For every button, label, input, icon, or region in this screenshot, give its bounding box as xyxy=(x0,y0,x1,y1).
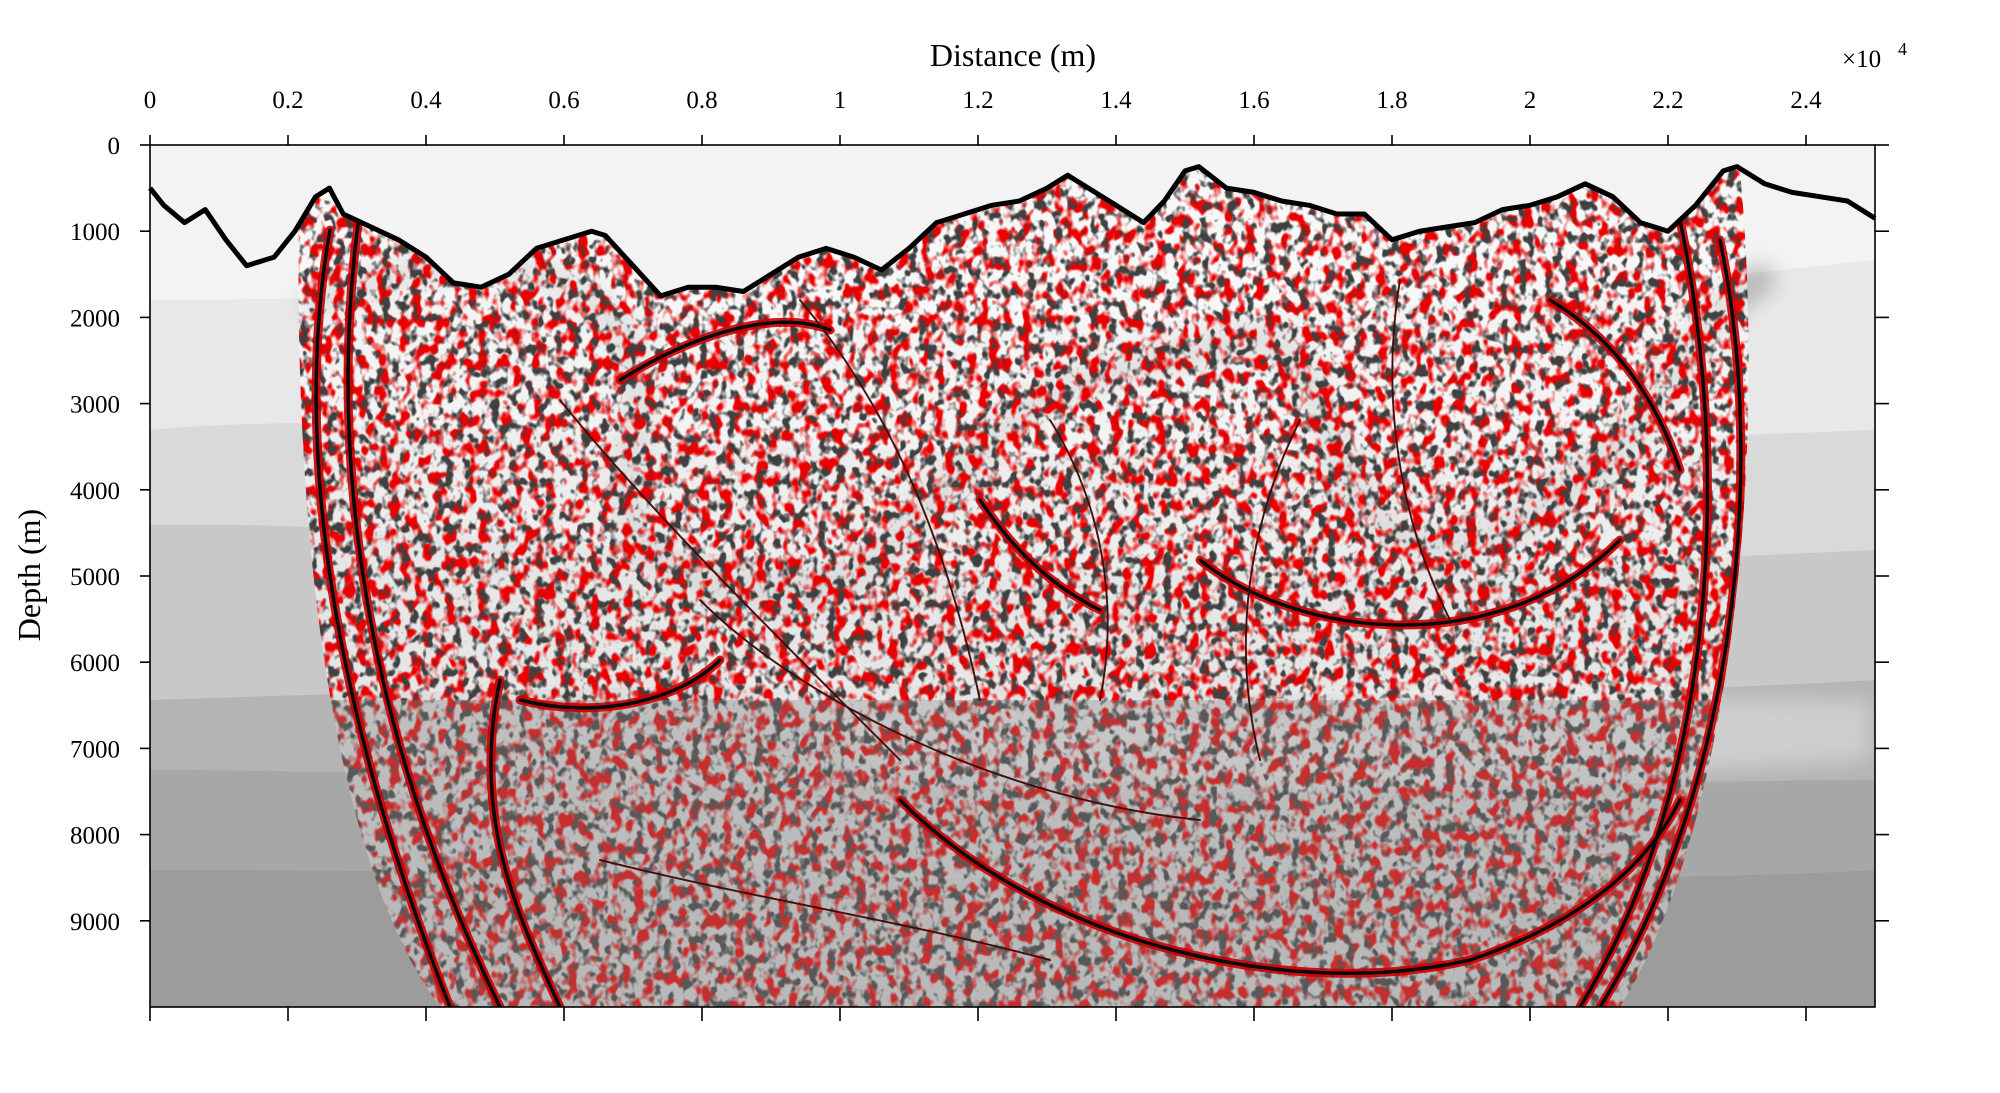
y-tick-label: 2000 xyxy=(70,305,120,332)
reflector-arcs xyxy=(311,205,1746,1007)
x-tick-label: 0.8 xyxy=(686,87,717,114)
y-axis-title: Depth (m) xyxy=(11,509,47,641)
y-tick-label: 8000 xyxy=(70,823,120,850)
y-tick-label: 4000 xyxy=(70,478,120,505)
x-tick-label: 0.2 xyxy=(272,87,303,114)
x-exponent-power: 4 xyxy=(1898,39,1907,59)
y-tick-label: 3000 xyxy=(70,392,120,419)
migrated-image xyxy=(298,170,1749,1007)
x-tick-label: 2 xyxy=(1524,87,1537,114)
y-tick-label: 5000 xyxy=(70,564,120,591)
x-tick-label: 1.8 xyxy=(1376,87,1407,114)
y-tick-label: 6000 xyxy=(70,650,120,677)
x-tick-label: 1.6 xyxy=(1238,87,1269,114)
y-tick-label: 7000 xyxy=(70,736,120,763)
x-tick-label: 0.6 xyxy=(548,87,579,114)
surface-topography-line xyxy=(148,164,1877,299)
x-axis-title: Distance (m) xyxy=(930,37,1096,73)
x-exponent-label: ×10 xyxy=(1842,46,1881,73)
x-tick-label: 0.4 xyxy=(410,87,442,114)
y-tick-label: 9000 xyxy=(70,909,120,936)
x-tick-label: 1.4 xyxy=(1100,87,1132,114)
x-tick-label: 1 xyxy=(834,87,847,114)
x-tick-label: 0 xyxy=(144,87,157,114)
y-tick-label: 1000 xyxy=(70,219,120,246)
above-surface-mask xyxy=(150,145,1875,296)
x-tick-label: 1.2 xyxy=(962,87,993,114)
y-tick-label: 0 xyxy=(108,133,121,160)
x-axis-ticks: 0 0.2 0.4 0.6 0.8 1 1.2 1.4 1.6 1.8 2 2.2 2.4 xyxy=(144,87,1822,1021)
x-tick-label: 2.2 xyxy=(1652,87,1683,114)
y-axis-ticks: 0 1000 2000 3000 4000 5000 6000 7000 8000 9000 xyxy=(70,133,1889,936)
x-tick-label: 2.4 xyxy=(1790,87,1822,114)
